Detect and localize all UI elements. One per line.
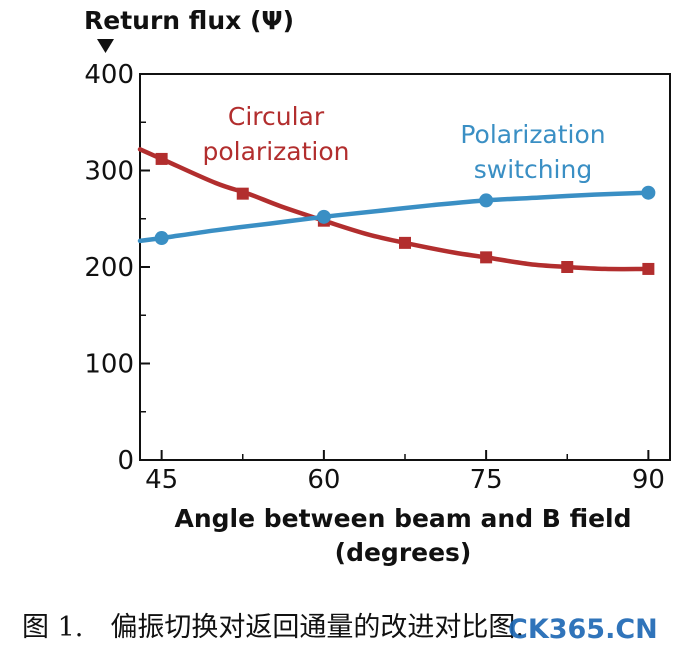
y-tick-label: 400 (84, 60, 134, 90)
data-point-polarization-switching (316, 209, 331, 224)
data-point-polarization-switching (641, 185, 656, 200)
series-line-polarization-switching (137, 190, 651, 244)
data-point-circular-polarization (236, 187, 249, 200)
x-axis-title-units: (degrees) (335, 538, 472, 567)
watermark: CK365.CN (508, 614, 658, 645)
annotation-circular-polarization: Circular polarization (203, 102, 350, 166)
annotation-circular-line2: polarization (203, 137, 350, 166)
data-point-circular-polarization (642, 262, 655, 275)
y-tick-label: 100 (84, 350, 134, 380)
data-point-circular-polarization (399, 236, 411, 249)
data-point-circular-polarization (155, 152, 168, 165)
annotation-switching-line2: switching (474, 155, 592, 184)
y-tick-label: 0 (117, 446, 134, 476)
data-point-circular-polarization (561, 261, 574, 273)
data-point-polarization-switching (154, 231, 169, 246)
axis-ticks: 0 100 200 300 400 45 60 75 90 (84, 60, 665, 495)
y-axis-title: Return flux (Ψ) (84, 6, 294, 35)
data-point-circular-polarization (480, 251, 493, 264)
x-tick-label: 90 (632, 465, 665, 495)
annotation-switching-line1: Polarization (460, 120, 605, 149)
y-tick-label: 300 (84, 157, 134, 187)
series-markers (154, 152, 656, 275)
figure-caption: 图 1. 偏振切换对返回通量的改进对比图. (22, 612, 524, 643)
x-tick-label: 45 (145, 465, 178, 495)
y-axis-title-arrow (97, 39, 114, 53)
annotation-circular-line1: Circular (228, 102, 325, 131)
data-point-polarization-switching (479, 193, 494, 208)
y-tick-label: 200 (84, 253, 134, 283)
annotation-polarization-switching: Polarization switching (460, 120, 605, 184)
x-tick-label: 60 (307, 465, 340, 495)
x-tick-label: 75 (470, 465, 503, 495)
x-axis-title: Angle between beam and B field (174, 504, 631, 533)
